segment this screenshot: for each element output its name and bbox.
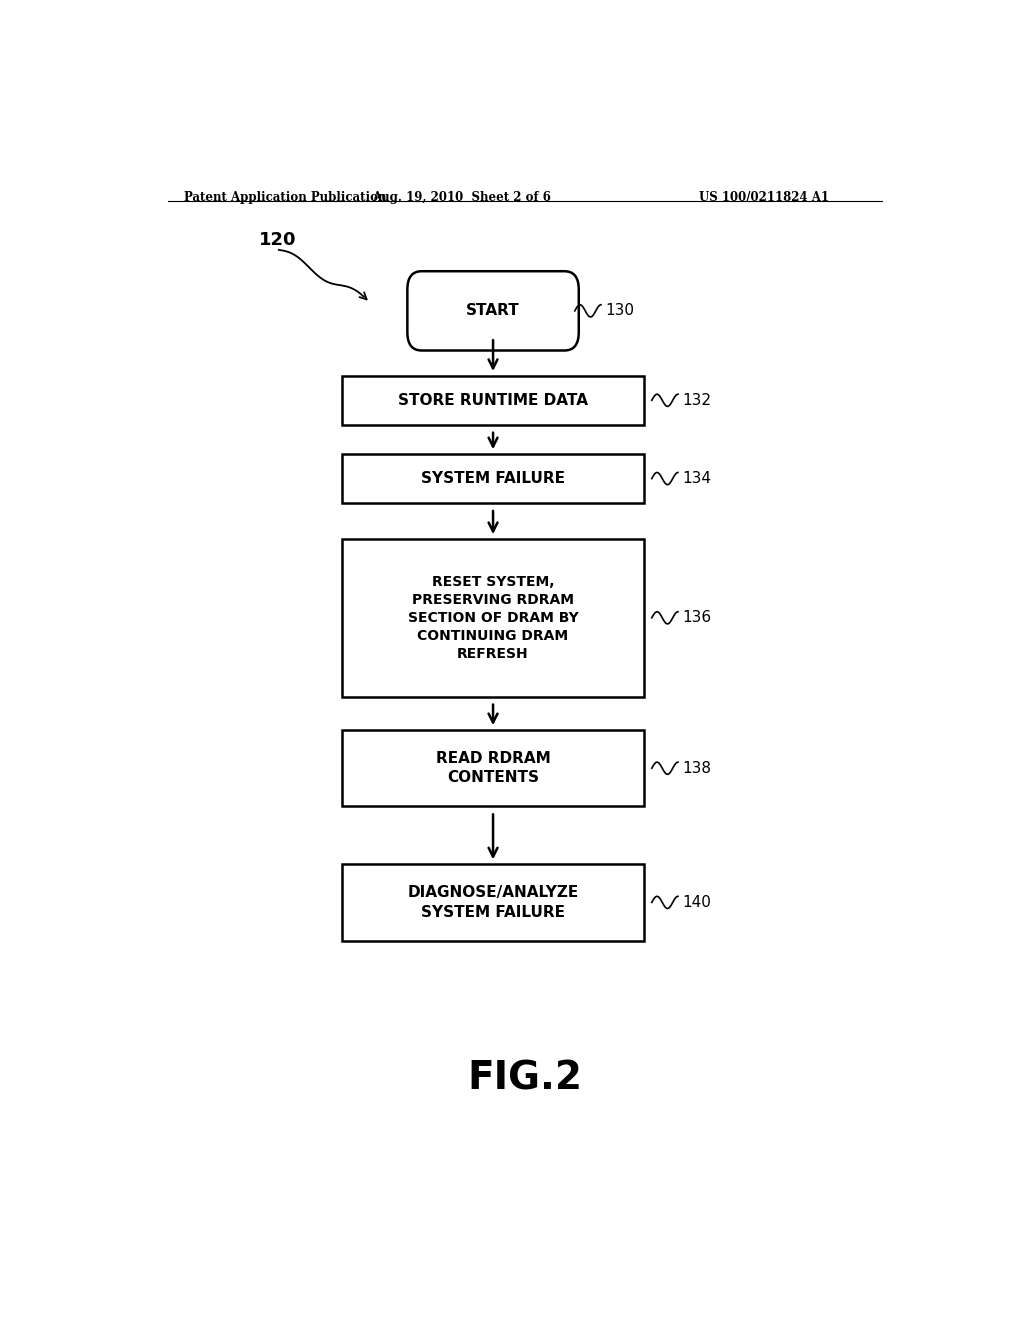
Text: STORE RUNTIME DATA: STORE RUNTIME DATA: [398, 393, 588, 408]
FancyBboxPatch shape: [408, 271, 579, 351]
Text: READ RDRAM
CONTENTS: READ RDRAM CONTENTS: [435, 751, 551, 785]
Text: 140: 140: [682, 895, 711, 909]
Text: Aug. 19, 2010  Sheet 2 of 6: Aug. 19, 2010 Sheet 2 of 6: [372, 191, 551, 203]
Text: DIAGNOSE/ANALYZE
SYSTEM FAILURE: DIAGNOSE/ANALYZE SYSTEM FAILURE: [408, 886, 579, 920]
Text: 120: 120: [259, 231, 296, 248]
Text: SYSTEM FAILURE: SYSTEM FAILURE: [421, 471, 565, 486]
Text: START: START: [466, 304, 520, 318]
Text: FIG.2: FIG.2: [467, 1059, 583, 1097]
Text: 132: 132: [682, 393, 711, 408]
Text: RESET SYSTEM,
PRESERVING RDRAM
SECTION OF DRAM BY
CONTINUING DRAM
REFRESH: RESET SYSTEM, PRESERVING RDRAM SECTION O…: [408, 576, 579, 660]
FancyBboxPatch shape: [342, 454, 644, 503]
Text: US 100/0211824 A1: US 100/0211824 A1: [699, 191, 829, 203]
FancyBboxPatch shape: [342, 539, 644, 697]
Text: Patent Application Publication: Patent Application Publication: [183, 191, 386, 203]
Text: 134: 134: [682, 471, 711, 486]
Text: 130: 130: [605, 304, 634, 318]
FancyBboxPatch shape: [342, 730, 644, 807]
Text: 136: 136: [682, 610, 711, 626]
Text: 138: 138: [682, 760, 711, 776]
FancyBboxPatch shape: [342, 865, 644, 941]
FancyBboxPatch shape: [342, 376, 644, 425]
